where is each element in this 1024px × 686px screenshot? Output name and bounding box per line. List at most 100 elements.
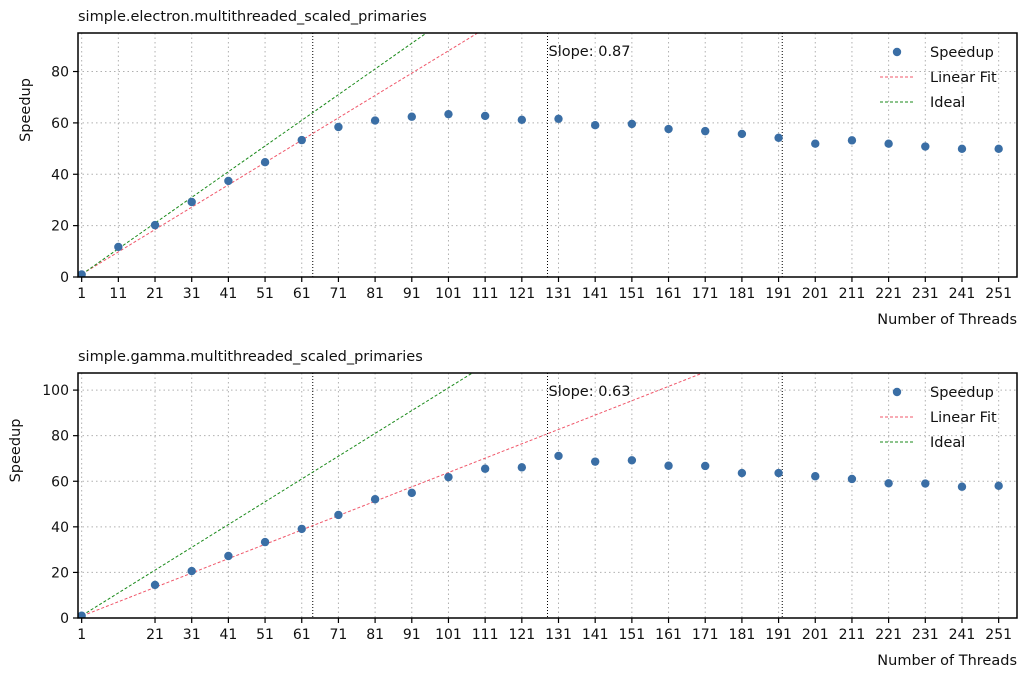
speedup-point [957,482,967,491]
x-tick-label: 1 [77,286,86,302]
speedup-point [554,114,563,123]
speedup-point [260,157,270,167]
x-tick-label: 41 [219,627,237,643]
y-tick-label: 40 [51,520,69,536]
x-tick-label: 91 [403,627,421,643]
x-tick-label: 241 [949,627,976,643]
ideal-line [78,373,474,618]
speedup-point [334,510,343,520]
x-tick-label: 251 [985,286,1012,302]
speedup-point [334,122,343,132]
x-tick-label: 141 [582,286,609,302]
speedup-point [150,580,160,590]
x-tick-label: 151 [618,627,645,643]
x-tick-label: 181 [729,627,756,643]
axes-frame [77,372,1018,619]
speedup-point [884,139,893,148]
x-tick-label: 111 [472,627,499,643]
x-tick-label: 11 [109,286,127,302]
plot-area [78,33,1003,277]
speedup-point [444,472,453,482]
x-tick-label: 31 [183,286,201,302]
x-tick-label: 151 [618,286,645,302]
x-tick-label: 71 [330,286,348,302]
axes-frame [77,32,1018,278]
speedup-point [517,115,527,125]
x-tick-label: 111 [472,286,499,302]
speedup-point [590,457,600,466]
speedup-point [811,139,820,148]
y-tick-label: 60 [51,116,69,132]
x-axis-label: Number of Threads [877,312,1017,328]
speedup-point [847,136,857,145]
x-tick-label: 181 [729,286,756,302]
x-tick-label: 121 [508,627,535,643]
speedup-point [150,220,160,230]
y-axis-label: Speedup [8,419,24,483]
x-tick-label: 61 [293,286,311,302]
legend-label: Ideal [930,435,965,451]
x-tick-label: 51 [256,286,274,302]
speedup-point [627,119,637,129]
y-tick-label: 40 [51,167,69,183]
speedup-point [444,109,453,119]
y-tick-label: 80 [51,429,69,445]
x-axis-label: Number of Threads [877,653,1017,669]
speedup-point [994,144,1003,154]
y-tick-label: 20 [51,565,69,581]
legend-label: Linear Fit [930,70,997,86]
speedup-point [921,142,930,151]
subplot-2: 1 21 31 41 51 61 71 81 91 101 111 121 131 141 151 161 17… [8,349,1018,669]
speedup-point [370,116,380,125]
legend-label: Ideal [930,95,965,111]
speedup-point [480,111,490,121]
x-tick-label: 21 [146,627,164,643]
x-tick-label: 231 [912,286,939,302]
speedup-point [78,270,86,277]
x-tick-label: 221 [875,627,902,643]
speedup-point [921,479,930,488]
speedup-point [407,112,416,121]
speedup-point [701,461,710,471]
x-tick-label: 41 [219,286,237,302]
speedup-point [480,464,490,473]
x-tick-label: 171 [692,627,719,643]
x-tick-label: 51 [256,627,274,643]
legend-marker-speedup [892,47,902,57]
speedup-point [407,488,416,498]
x-tick-label: 211 [839,286,866,302]
speedup-point [114,242,123,252]
speedup-point [187,197,196,207]
subplot-1: 1 11 21 31 41 51 61 71 81 91 101 111 121 131 141 151 161… [18,9,1018,328]
x-tick-label: 31 [183,627,201,643]
x-tick-label: 81 [366,286,384,302]
x-tick-label: 161 [655,286,682,302]
x-tick-label: 131 [545,627,572,643]
speedup-point [811,472,820,481]
speedup-point [737,468,747,478]
y-tick-label: 0 [60,270,69,286]
x-tick-label: 131 [545,286,572,302]
y-tick-label: 60 [51,474,69,490]
x-tick-label: 201 [802,286,829,302]
x-tick-label: 201 [802,627,829,643]
x-tick-label: 221 [875,286,902,302]
x-tick-label: 121 [508,286,535,302]
y-tick-label: 0 [60,611,69,627]
legend-label: Linear Fit [930,410,997,426]
speedup-point [884,479,893,488]
x-tick-label: 171 [692,286,719,302]
x-tick-label: 61 [293,627,311,643]
speedup-point [847,474,857,484]
speedup-point [774,133,783,142]
speedup-point [517,463,527,472]
speedup-point [737,129,747,139]
speedup-point [957,144,967,154]
x-tick-label: 1 [77,627,86,643]
x-tick-label: 211 [839,627,866,643]
speedup-point [701,126,710,136]
legend-marker-speedup [892,387,902,397]
speedup-point [260,537,270,547]
slope-annotation: Slope: 0.63 [549,384,631,400]
